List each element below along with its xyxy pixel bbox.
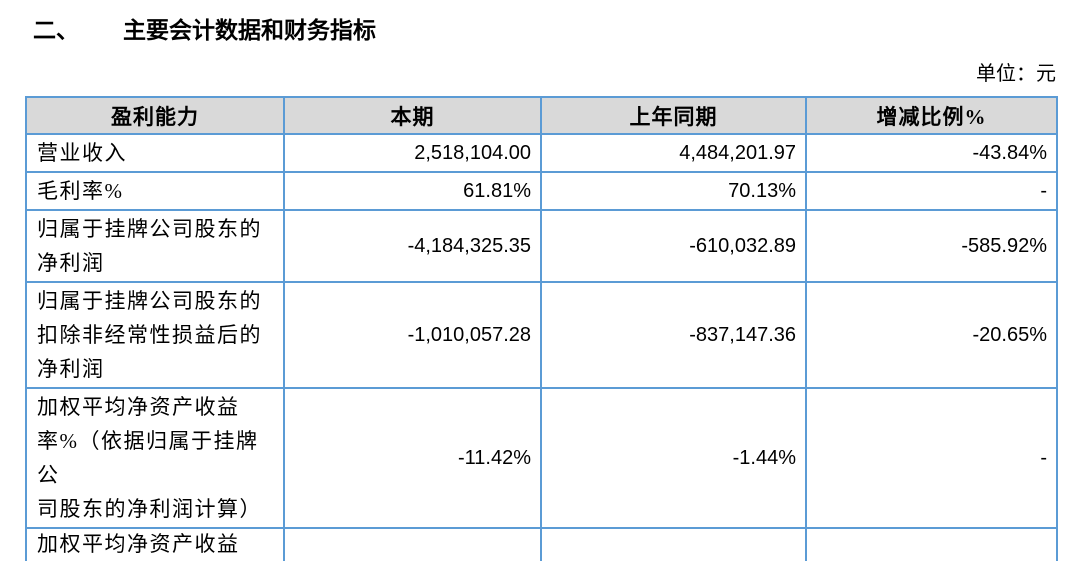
row-change-value: - [805, 387, 1058, 529]
row-current-value: 2,518,104.00 [283, 133, 542, 173]
row-prior-value: 70.13% [540, 171, 807, 211]
column-header-profitability: 盈利能力 [25, 96, 285, 135]
column-header-prior-period: 上年同期 [540, 96, 807, 135]
row-change-value: -20.65% [805, 281, 1058, 389]
row-current-value: 61.81% [283, 171, 542, 211]
row-prior-value: -610,032.89 [540, 209, 807, 283]
row-current-value: -1,010,057.28 [283, 281, 542, 389]
row-prior-value: -1.44% [540, 387, 807, 529]
row-change-value: -43.84% [805, 133, 1058, 173]
column-header-current-period: 本期 [283, 96, 542, 135]
table-row-weighted-avg-roe-net-profit: 加权平均净资产收益 率%（依据归属于挂牌公 司股东的净利润计算） -11.42%… [25, 387, 1058, 529]
row-current-value: -11.42% [283, 387, 542, 529]
row-change-value: - [805, 527, 1058, 561]
table-row-net-profit: 归属于挂牌公司股东的 净利润 -4,184,325.35 -610,032.89… [25, 209, 1058, 283]
section-number: 二、 [33, 18, 79, 43]
section-title: 二、 主要会计数据和财务指标 [33, 16, 1080, 46]
row-label: 营业收入 [25, 133, 285, 173]
table-row-weighted-avg-roe-truncated: 加权平均净资产收益 率%（依归属于挂牌公司 -2.76% -1.97% - [25, 527, 1058, 561]
row-change-value: -585.92% [805, 209, 1058, 283]
table-row-operating-revenue: 营业收入 2,518,104.00 4,484,201.97 -43.84% [25, 133, 1058, 173]
table-header-row: 盈利能力 本期 上年同期 增减比例% [25, 96, 1058, 135]
row-label: 加权平均净资产收益 率%（依据归属于挂牌公 司股东的净利润计算） [25, 387, 285, 529]
row-current-value: -2.76% [283, 527, 542, 561]
financial-indicators-table: 盈利能力 本期 上年同期 增减比例% 营业收入 2,518,104.00 4,4… [25, 96, 1058, 561]
page-title: 主要会计数据和财务指标 [123, 18, 376, 43]
row-label: 归属于挂牌公司股东的 扣除非经常性损益后的 净利润 [25, 281, 285, 389]
row-label: 加权平均净资产收益 率%（依归属于挂牌公司 [25, 527, 285, 561]
row-current-value: -4,184,325.35 [283, 209, 542, 283]
row-label: 归属于挂牌公司股东的 净利润 [25, 209, 285, 283]
row-prior-value: -1.97% [540, 527, 807, 561]
column-header-change-ratio: 增减比例% [805, 96, 1058, 135]
row-label: 毛利率% [25, 171, 285, 211]
table-row-gross-margin: 毛利率% 61.81% 70.13% - [25, 171, 1058, 211]
table-row-net-profit-excl-nonrecurring: 归属于挂牌公司股东的 扣除非经常性损益后的 净利润 -1,010,057.28 … [25, 281, 1058, 389]
row-prior-value: 4,484,201.97 [540, 133, 807, 173]
unit-label: 单位：元 [976, 63, 1056, 85]
row-prior-value: -837,147.36 [540, 281, 807, 389]
row-change-value: - [805, 171, 1058, 211]
